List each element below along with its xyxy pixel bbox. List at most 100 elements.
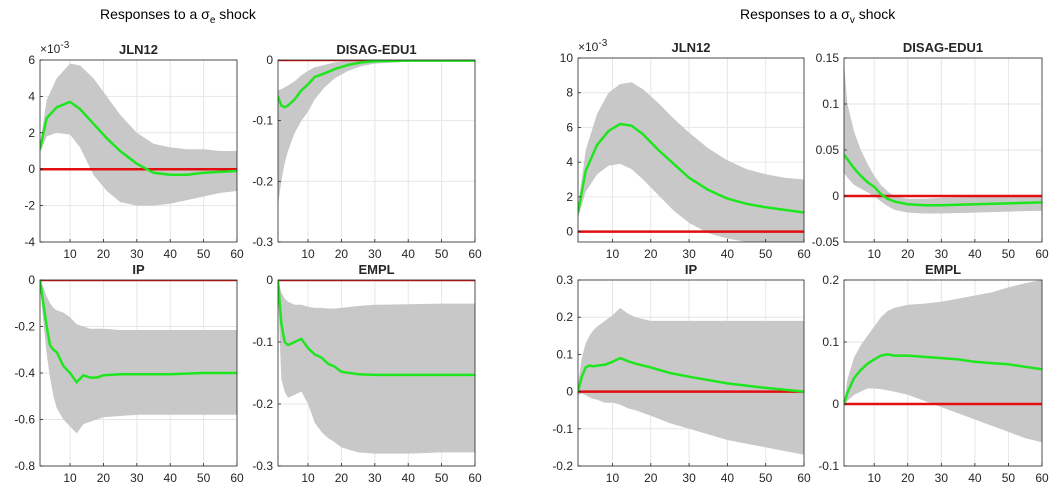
y-exponent-base: ×10: [40, 42, 61, 56]
median-line: [578, 356, 804, 393]
y-tick-label: -0.4: [14, 366, 35, 380]
y-tick-label: 0: [566, 385, 573, 399]
confidence-band: [844, 62, 1042, 214]
median-line: [40, 100, 237, 176]
y-exponent-power: -3: [60, 40, 69, 51]
group-title-left-text: Responses to a σ: [100, 6, 210, 22]
median-line: [844, 353, 1042, 405]
y-tick-label: 0.1: [556, 347, 573, 361]
y-tick-label: 0.2: [556, 310, 573, 324]
panel-title: IP: [685, 262, 698, 277]
group-title-right-text: Responses to a σ: [740, 6, 850, 22]
y-tick-label: 2: [28, 126, 35, 140]
y-tick-label: 0.15: [816, 51, 840, 65]
panel-7: 10 20 30 40 50 60 -0.2 -0.1 0 0.1 0.2 0.3 IP: [552, 262, 811, 485]
x-tick-label: 60: [230, 471, 244, 485]
y-tick-label: -0.05: [812, 235, 840, 249]
x-tick-label: 60: [468, 247, 482, 261]
x-tick-label: 40: [402, 471, 416, 485]
y-tick-label: -0.1: [818, 459, 839, 473]
x-tick-label: 40: [968, 247, 982, 261]
panel-1: 10 20 30 40 50 60 -4 -2 0 2 4 6 JLN12 ×10-3: [24, 40, 244, 261]
panel-title: JLN12: [671, 40, 710, 55]
panel-2: 10 20 30 40 50 60 -0.3 -0.2 -0.1 0 DISAG-EDU1: [252, 42, 482, 261]
svg-text:Responses to a σv shock: Responses to a σv shock: [740, 6, 896, 26]
axes-box: [577, 279, 805, 467]
x-tick-label: 40: [164, 247, 178, 261]
x-tick-label: 30: [130, 471, 144, 485]
axes-box: [843, 279, 1043, 467]
confidence-band: [278, 60, 475, 206]
median-line: [578, 122, 804, 214]
x-tick-label: 10: [606, 471, 620, 485]
y-tick-label: -0.1: [252, 114, 273, 128]
y-tick-label: -0.8: [14, 459, 35, 473]
x-tick-label: 20: [644, 247, 658, 261]
x-tick-label: 60: [797, 247, 811, 261]
panel-title: JLN12: [119, 42, 158, 57]
x-tick-label: 10: [63, 247, 77, 261]
median-line: [278, 60, 475, 109]
y-exponent: ×10-3: [578, 38, 608, 54]
x-tick-label: 60: [1035, 247, 1049, 261]
y-tick-label: 0.1: [822, 335, 839, 349]
x-tick-label: 50: [197, 247, 211, 261]
y-tick-label: 0: [832, 189, 839, 203]
y-exponent-power: -3: [598, 38, 607, 49]
plot-area: [844, 62, 1042, 214]
confidence-band: [578, 307, 804, 455]
y-tick-label: 4: [28, 89, 35, 103]
y-tick-label: 2: [566, 190, 573, 204]
x-tick-label: 60: [230, 247, 244, 261]
y-tick-label: 0.05: [816, 143, 840, 157]
y-tick-label: 0.3: [556, 273, 573, 287]
y-exponent-base: ×10: [578, 40, 599, 54]
panel-8: 10 20 30 40 50 60 -0.1 0 0.1 0.2 EMPL: [818, 262, 1049, 485]
y-tick-label: -0.2: [252, 397, 273, 411]
axes-box: [277, 59, 476, 243]
x-tick-label: 50: [759, 247, 773, 261]
y-tick-label: 0: [266, 273, 273, 287]
group-title-left: Responses to a σe shock: [100, 6, 257, 26]
x-tick-label: 40: [721, 471, 735, 485]
panel-4: 10 20 30 40 50 60 -0.3 -0.2 -0.1 0 EMPL: [252, 262, 482, 485]
x-tick-label: 40: [164, 471, 178, 485]
y-tick-label: 10: [560, 51, 574, 65]
group-title-right-tail: shock: [855, 6, 896, 22]
panel-6: 10 20 30 40 50 60 -0.05 0 0.05 0.1 0.15 DISAG-EDU1: [812, 40, 1049, 261]
confidence-band: [578, 82, 804, 242]
group-title-right-sub: v: [850, 15, 855, 26]
y-tick-label: -0.1: [552, 422, 573, 436]
x-tick-label: 30: [935, 247, 949, 261]
panel-title: DISAG-EDU1: [903, 40, 983, 55]
panel-title: EMPL: [925, 262, 961, 277]
x-tick-label: 10: [301, 247, 315, 261]
y-exponent: ×10-3: [40, 40, 70, 56]
confidence-band: [278, 280, 475, 454]
x-tick-label: 10: [868, 471, 882, 485]
confidence-band: [40, 280, 237, 434]
x-tick-label: 20: [644, 471, 658, 485]
x-tick-label: 30: [130, 247, 144, 261]
x-tick-label: 30: [682, 247, 696, 261]
y-tick-label: 0: [28, 273, 35, 287]
x-tick-label: 50: [1002, 247, 1016, 261]
median-line: [844, 153, 1042, 207]
plot-area: [578, 307, 804, 455]
confidence-band: [40, 63, 237, 206]
y-tick-label: 0.1: [822, 97, 839, 111]
plot-area: [40, 63, 237, 206]
group-title-left-sub: e: [210, 15, 216, 26]
axes-box: [577, 57, 805, 243]
x-tick-label: 60: [468, 471, 482, 485]
y-tick-label: 0: [566, 225, 573, 239]
plot-area: [844, 280, 1042, 443]
y-tick-label: 4: [566, 155, 573, 169]
plot-area: [278, 280, 475, 454]
plot-area: [278, 60, 475, 206]
x-tick-label: 20: [97, 471, 111, 485]
y-tick-label: -0.3: [252, 235, 273, 249]
x-tick-label: 50: [435, 471, 449, 485]
group-title-left-tail: shock: [215, 6, 256, 22]
